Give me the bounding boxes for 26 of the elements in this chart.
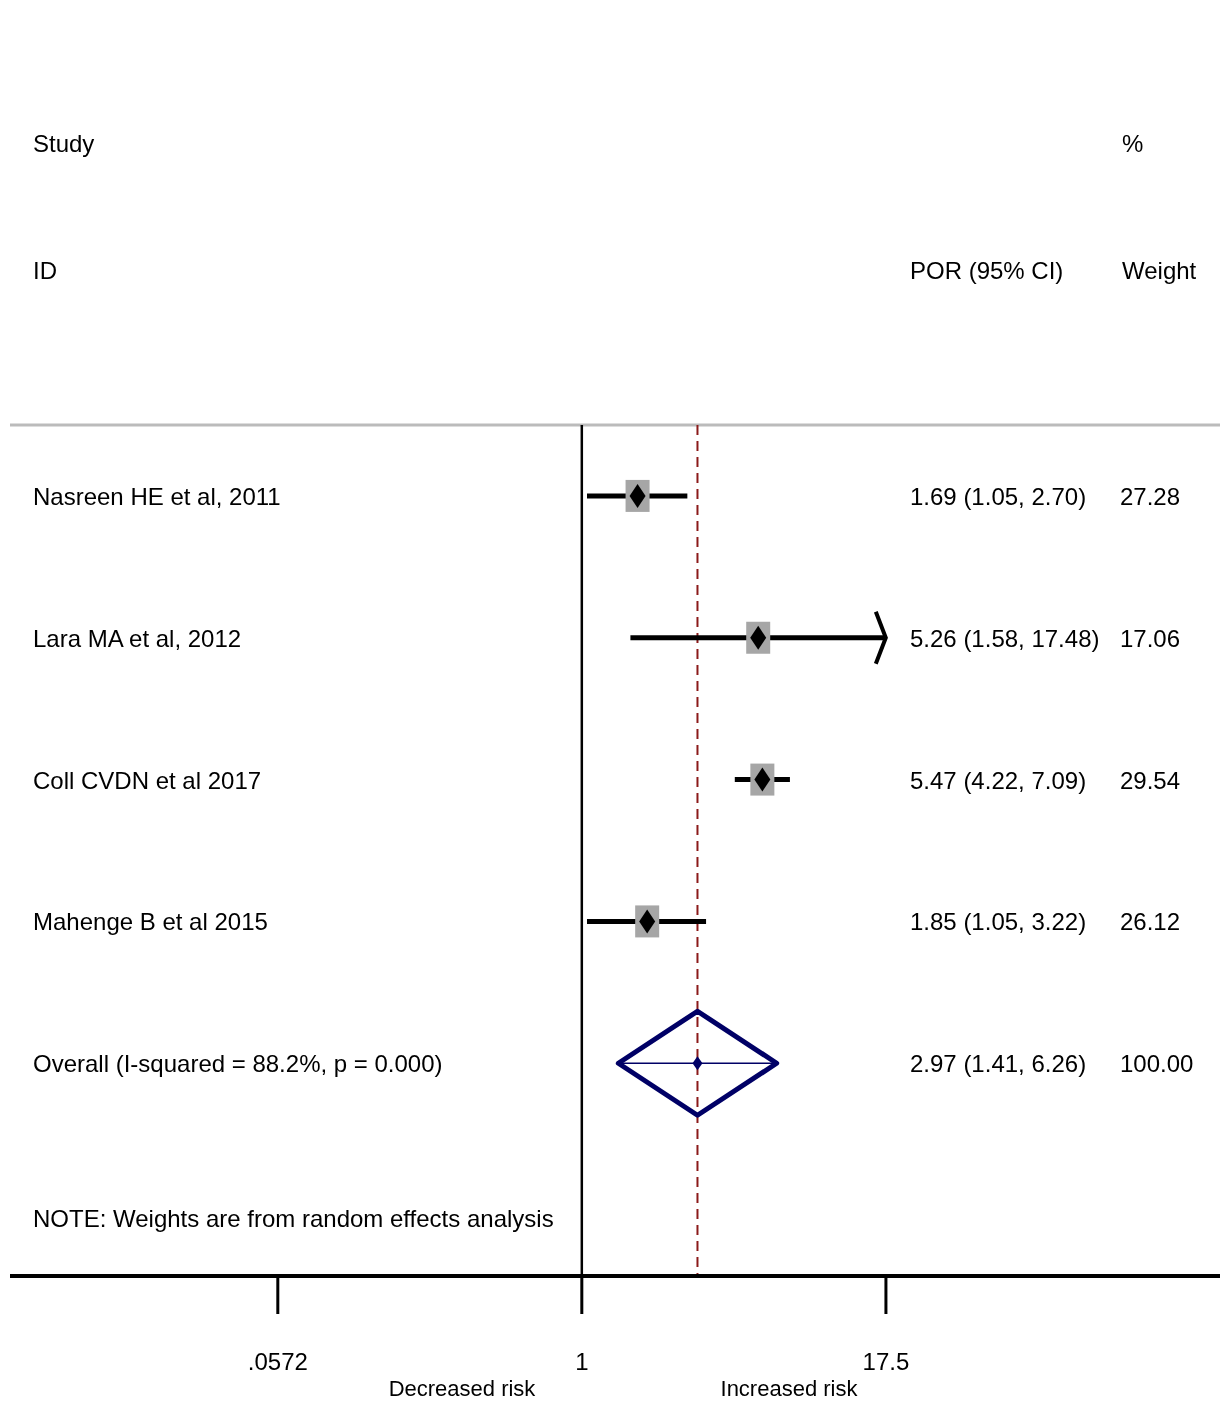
text: Study — [33, 130, 95, 157]
annotation: 5.47 (4.22, 7.09) — [910, 766, 1087, 794]
annotation: NOTE: Weights are from random effects analysis — [33, 1205, 554, 1232]
x-tick-label: 1 — [575, 1348, 589, 1375]
annotation: 1.85 (1.05, 3.22) — [910, 908, 1087, 936]
annotation: 2.97 (1.41, 6.26) — [910, 1050, 1087, 1078]
text: % — [1122, 130, 1144, 157]
y-tick-label: Mahenge B et al 2015 — [33, 908, 268, 936]
annotation: 5.26 (1.58, 17.48) — [910, 624, 1100, 652]
annotation: 27.28 — [1120, 482, 1181, 510]
x-tick-label: .0572 — [247, 1348, 308, 1375]
annotation: 17.06 — [1120, 624, 1181, 652]
text: POR (95% CI) — [910, 257, 1064, 284]
x-tick-label: 17.5 — [862, 1348, 910, 1375]
y-tick-label: Lara MA et al, 2012 — [33, 624, 242, 652]
text: Increased risk — [720, 1376, 859, 1401]
annotation: 29.54 — [1120, 766, 1181, 794]
text: ID — [33, 257, 57, 284]
text: Weight — [1122, 257, 1197, 284]
annotation: 26.12 — [1120, 908, 1181, 936]
y-tick-label: Nasreen HE et al, 2011 — [33, 482, 281, 510]
text: Decreased risk — [388, 1376, 537, 1401]
annotation: 100.00 — [1120, 1050, 1194, 1078]
y-tick-label: Coll CVDN et al 2017 — [33, 766, 262, 794]
y-tick-label: Overall (I-squared = 88.2%, p = 0.000) — [33, 1050, 443, 1078]
annotation: 1.69 (1.05, 2.70) — [910, 482, 1087, 510]
